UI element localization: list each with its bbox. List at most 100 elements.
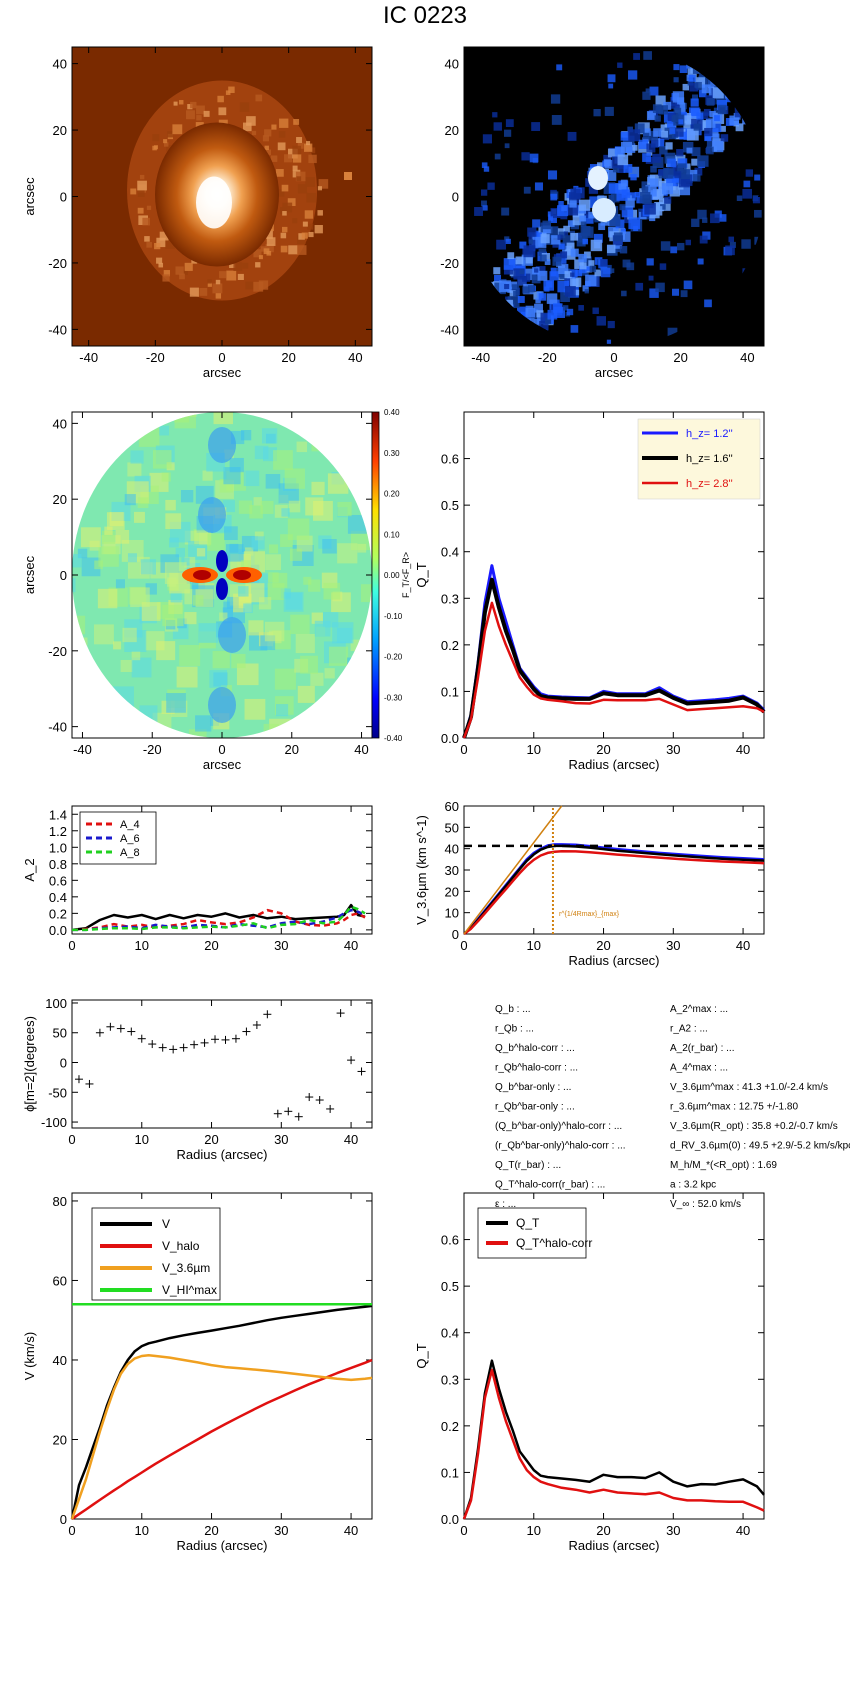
- image-blue-pixel: [572, 213, 585, 226]
- image-orange-pixel: [229, 261, 236, 269]
- qt-halo-corr-ytick-label: 0.1: [441, 1465, 459, 1480]
- rotation-curve-3p6-ytick-label: 40: [445, 842, 459, 857]
- image-orange-pixel: [258, 280, 269, 290]
- image-blue-pixel: [566, 308, 574, 316]
- rotation-decomposition-axes: 0 10 20 30 40 0 20 40 60 80 Radius (arcsec) V (km/s…: [22, 1192, 373, 1553]
- image-blue-pixel: [586, 266, 592, 272]
- force-ratio-map-lobe: [218, 617, 246, 653]
- fourier-amplitudes-ytick-label: 1.0: [49, 840, 67, 855]
- force-ratio-map-blue-lobe: [216, 578, 228, 600]
- image-blue-pixel: [645, 185, 657, 197]
- force-ratio-map-cell: [238, 586, 249, 597]
- phase-point: [211, 1035, 220, 1044]
- force-ratio-map-cell: [98, 546, 119, 567]
- force-ratio-map-lobe: [198, 497, 226, 533]
- image-blue-pixel: [661, 183, 674, 195]
- image-blue-pixel: [694, 167, 703, 176]
- qt-hz-legend-label: h_z= 1.6'': [686, 453, 733, 465]
- force-ratio-map-cell: [131, 657, 152, 678]
- force-ratio-map-cell: [140, 559, 156, 575]
- image-blue-pixel: [538, 248, 547, 256]
- image-blue-pixel: [686, 147, 693, 154]
- fourier-amplitudes-ylabel: A_2: [22, 858, 37, 881]
- image-orange-pixel: [292, 165, 298, 171]
- image-blue-pixel: [683, 280, 693, 290]
- qt-halo-corr-series-line: [462, 1368, 765, 1520]
- force-ratio-map-cell: [265, 474, 281, 489]
- image-blue-pixel: [496, 239, 507, 250]
- qt-halo-corr-ytick-label: 0.2: [441, 1419, 459, 1434]
- image-blue-pixel: [584, 214, 594, 224]
- image-blue-pixel: [676, 149, 684, 157]
- image-orange-pixel: [282, 202, 293, 213]
- force-ratio-map-cell: [93, 624, 114, 645]
- image-blue-pixel: [606, 339, 612, 344]
- image-blue-pixel: [597, 162, 604, 169]
- force-ratio-map-cell: [313, 500, 333, 521]
- image-blue-pixel: [701, 112, 709, 120]
- force-ratio-map-cell: [238, 500, 253, 514]
- image-blue-pixel: [525, 268, 537, 281]
- stats-right-row: r_3.6µm^max : 12.75 +/-1.80: [670, 1102, 798, 1113]
- image-blue-pixel: [660, 241, 671, 251]
- stats-right-row: V_3.6µm^max : 41.3 +1.0/-2.4 km/s: [670, 1082, 828, 1093]
- image-orange-pixel: [137, 190, 145, 197]
- image-blue-pixel: [643, 128, 651, 136]
- image-blue-pixel: [697, 155, 709, 167]
- image-blue-pixel: [719, 125, 726, 132]
- fourier-amplitudes-ytick-label: 0.6: [49, 873, 67, 888]
- force-ratio-map-cell: [159, 425, 170, 436]
- force-ratio-map-pixels: [72, 412, 372, 738]
- image-blue-pixel: [716, 99, 728, 111]
- image-blue-pixel: [607, 320, 615, 329]
- image-orange-pixel: [317, 210, 323, 216]
- image-orange-pixel: [296, 176, 302, 182]
- image-blue-pixel: [702, 231, 711, 240]
- force-ratio-map-cell: [164, 562, 187, 585]
- fourier-amplitudes-xtick-label: 0: [68, 938, 75, 953]
- image-blue-pixel: [696, 112, 704, 120]
- image-orange-pixel: [199, 287, 208, 296]
- image-blue-pixel: [494, 153, 501, 160]
- colorbar-tick-label: -0.30: [384, 693, 403, 702]
- image-blue-pixel: [618, 183, 627, 192]
- image-orange-xlabel: arcsec: [203, 365, 242, 380]
- image-orange-axes: -40 -20 0 20 40 -40 -20 0 20 40 arcsec arcsec: [22, 46, 373, 380]
- image-blue-pixel: [515, 256, 524, 265]
- image-blue-pixel: [552, 303, 563, 313]
- image-blue-pixel: [754, 209, 762, 218]
- image-blue-pixel: [659, 146, 668, 155]
- rotation-curve-3p6-axes: 0 10 20 30 40 0 10 20 30 40 50 60 Radius (arcsec) V_3…: [414, 799, 765, 968]
- image-blue-pixel: [661, 130, 668, 138]
- image-blue-pixel: [659, 263, 667, 270]
- image-blue-pixel: [628, 217, 641, 230]
- image-orange-pixel: [142, 217, 151, 226]
- image-blue-pixel: [548, 216, 553, 222]
- rotation-curve-3p6-xtick-label: 20: [596, 938, 610, 953]
- image-orange-pixel: [245, 281, 254, 290]
- image-blue-pixel: [725, 245, 735, 256]
- phase-m2-xtick-label: 40: [344, 1132, 358, 1147]
- phase-m2-ylabel: ϕ[m=2](degrees): [22, 1016, 37, 1112]
- force-ratio-map-cell: [337, 543, 358, 564]
- image-orange-pixel: [184, 262, 193, 271]
- image-blue-pixel: [685, 239, 692, 246]
- image-blue-pixel: [672, 91, 685, 103]
- image-blue-knot: [592, 198, 616, 222]
- image-blue-pixel: [570, 232, 579, 241]
- force-ratio-map-ytick-label: 40: [53, 416, 67, 431]
- qt-hz-ytick-label: 0.0: [441, 731, 459, 746]
- force-ratio-map-cell: [104, 526, 113, 535]
- image-orange-pixel: [280, 232, 287, 239]
- image-blue-pixel: [626, 195, 632, 201]
- force-ratio-map-cell: [165, 499, 176, 511]
- image-blue-pixel: [620, 231, 631, 242]
- image-orange-pixel: [308, 154, 317, 164]
- rotation-curve-3p6-series-line: [463, 849, 765, 935]
- phase-point: [347, 1056, 356, 1065]
- image-orange-pixel: [296, 245, 307, 255]
- force-ratio-map-cell: [72, 554, 82, 568]
- phase-point: [284, 1107, 293, 1116]
- force-ratio-map-cell: [281, 508, 290, 517]
- image-blue-pixel: [669, 186, 680, 197]
